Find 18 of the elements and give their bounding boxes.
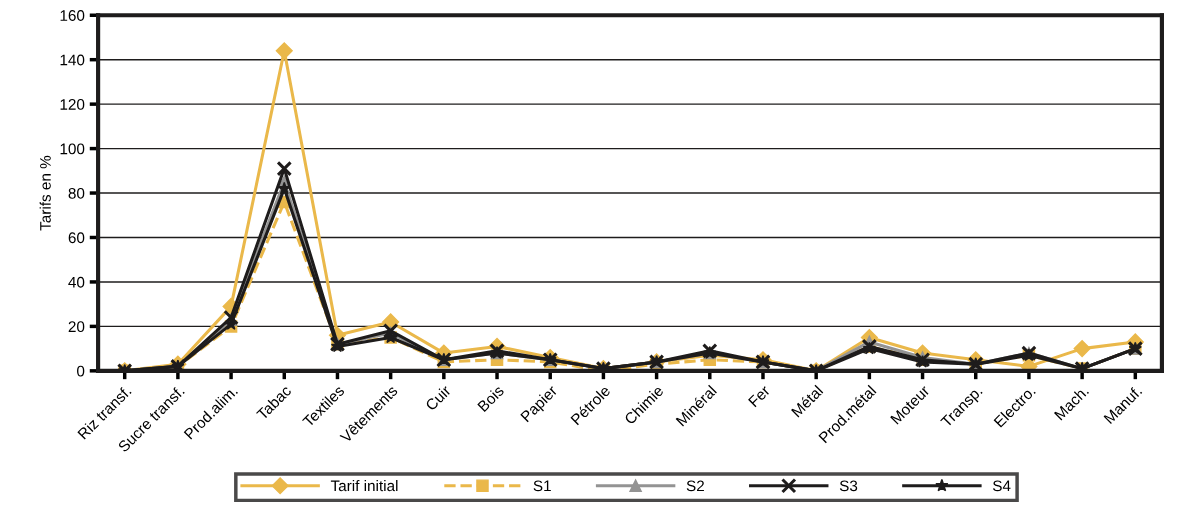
- y-tick-label: 120: [60, 99, 85, 110]
- y-tick-label: 140: [60, 54, 85, 66]
- legend-label: S4: [992, 480, 1011, 492]
- legend-label: S3: [839, 480, 858, 492]
- y-tick-label: 160: [60, 10, 85, 21]
- legend-label: S1: [533, 480, 551, 492]
- legend-label: Tarif initial: [330, 480, 398, 492]
- x-tick-label: Cuir: [424, 384, 452, 412]
- legend-label: S2: [686, 480, 704, 492]
- y-axis-title: Tarifs en %: [39, 155, 51, 231]
- y-tick-label: 40: [68, 276, 85, 288]
- x-tick-label: Fer: [748, 384, 771, 408]
- y-tick-label: 100: [60, 143, 85, 155]
- y-tick-label: 20: [68, 321, 85, 333]
- x-tick-label: Bois: [476, 384, 505, 413]
- y-tick-label: 0: [77, 365, 85, 377]
- y-tick-label: 80: [68, 187, 85, 199]
- y-tick-label: 60: [68, 232, 85, 244]
